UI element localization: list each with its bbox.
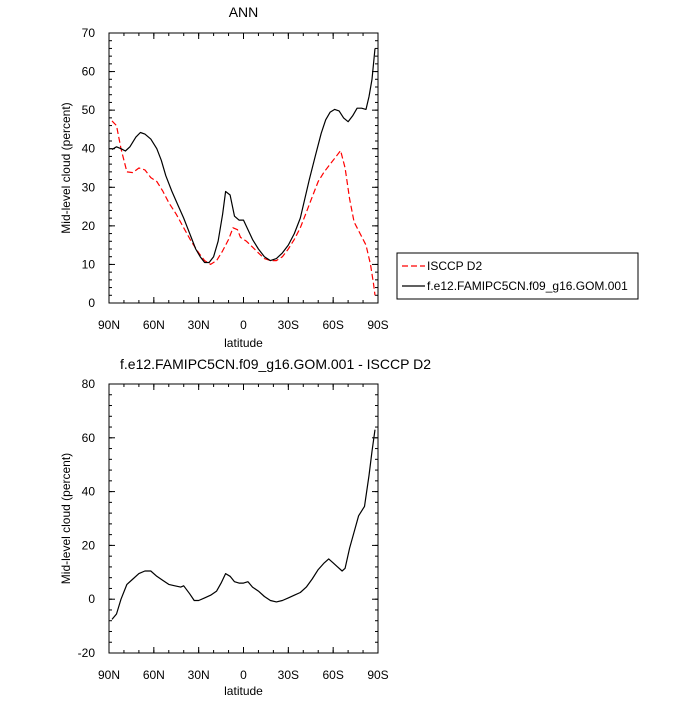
panel-annual-mean: ANN 0 10 20 30 40 50 60 70 90N 60N 30N 0 30S 60S 90S lat… [59, 4, 639, 350]
x-tick-label: 90N [98, 318, 120, 332]
y-tick-label: 0 [88, 592, 95, 606]
series-line-model [111, 429, 376, 620]
series-line-model [111, 48, 376, 264]
x-tick-label: 0 [240, 668, 247, 682]
y-tick-label: 60 [82, 431, 96, 445]
y-tick-label: 40 [82, 142, 96, 156]
x-tick-label: 0 [240, 318, 247, 332]
x-tick-label: 60S [322, 668, 343, 682]
y-tick-label: 80 [82, 377, 96, 391]
legend-entry: ISCCP D2 [427, 259, 482, 273]
y-tick-label: 50 [82, 103, 96, 117]
x-tick-label: 90S [367, 318, 388, 332]
x-tick-label: 30N [188, 318, 210, 332]
legend-box [396, 252, 639, 300]
plot-frame [108, 383, 379, 654]
x-tick-label: 30S [278, 668, 299, 682]
x-tick-label: 30N [188, 668, 210, 682]
y-tick-label: 20 [82, 538, 96, 552]
x-tick-label: 60S [322, 318, 343, 332]
y-tick-label: 60 [82, 65, 96, 79]
legend: ISCCP D2 f.e12.FAMIPC5CN.f09_g16.GOM.001 [396, 252, 639, 300]
plot-frame [108, 32, 379, 304]
legend-entry: f.e12.FAMIPC5CN.f09_g16.GOM.001 [427, 279, 628, 293]
x-tick-label: 90N [98, 668, 120, 682]
y-tick-label: -20 [78, 646, 96, 660]
chart-title: f.e12.FAMIPC5CN.f09_g16.GOM.001 - ISCCP … [120, 356, 431, 372]
y-tick-label: 20 [82, 219, 96, 233]
panel-difference: f.e12.FAMIPC5CN.f09_g16.GOM.001 - ISCCP … [59, 356, 431, 698]
y-axis-label: Mid-level cloud (percent) [59, 102, 73, 233]
y-axis-label: Mid-level cloud (percent) [59, 453, 73, 584]
y-tick-label: 70 [82, 26, 96, 40]
y-tick-label: 0 [88, 296, 95, 310]
x-tick-label: 60N [143, 668, 165, 682]
x-tick-label: 90S [367, 668, 388, 682]
x-tick-label: 60N [143, 318, 165, 332]
x-axis-label: latitude [224, 336, 263, 350]
y-tick-label: 10 [82, 257, 96, 271]
x-axis-label: latitude [224, 684, 263, 698]
x-tick-label: 30S [278, 318, 299, 332]
series-line-isccp-d2 [111, 120, 376, 296]
chart-title: ANN [229, 4, 259, 20]
y-tick-label: 40 [82, 485, 96, 499]
y-tick-label: 30 [82, 180, 96, 194]
